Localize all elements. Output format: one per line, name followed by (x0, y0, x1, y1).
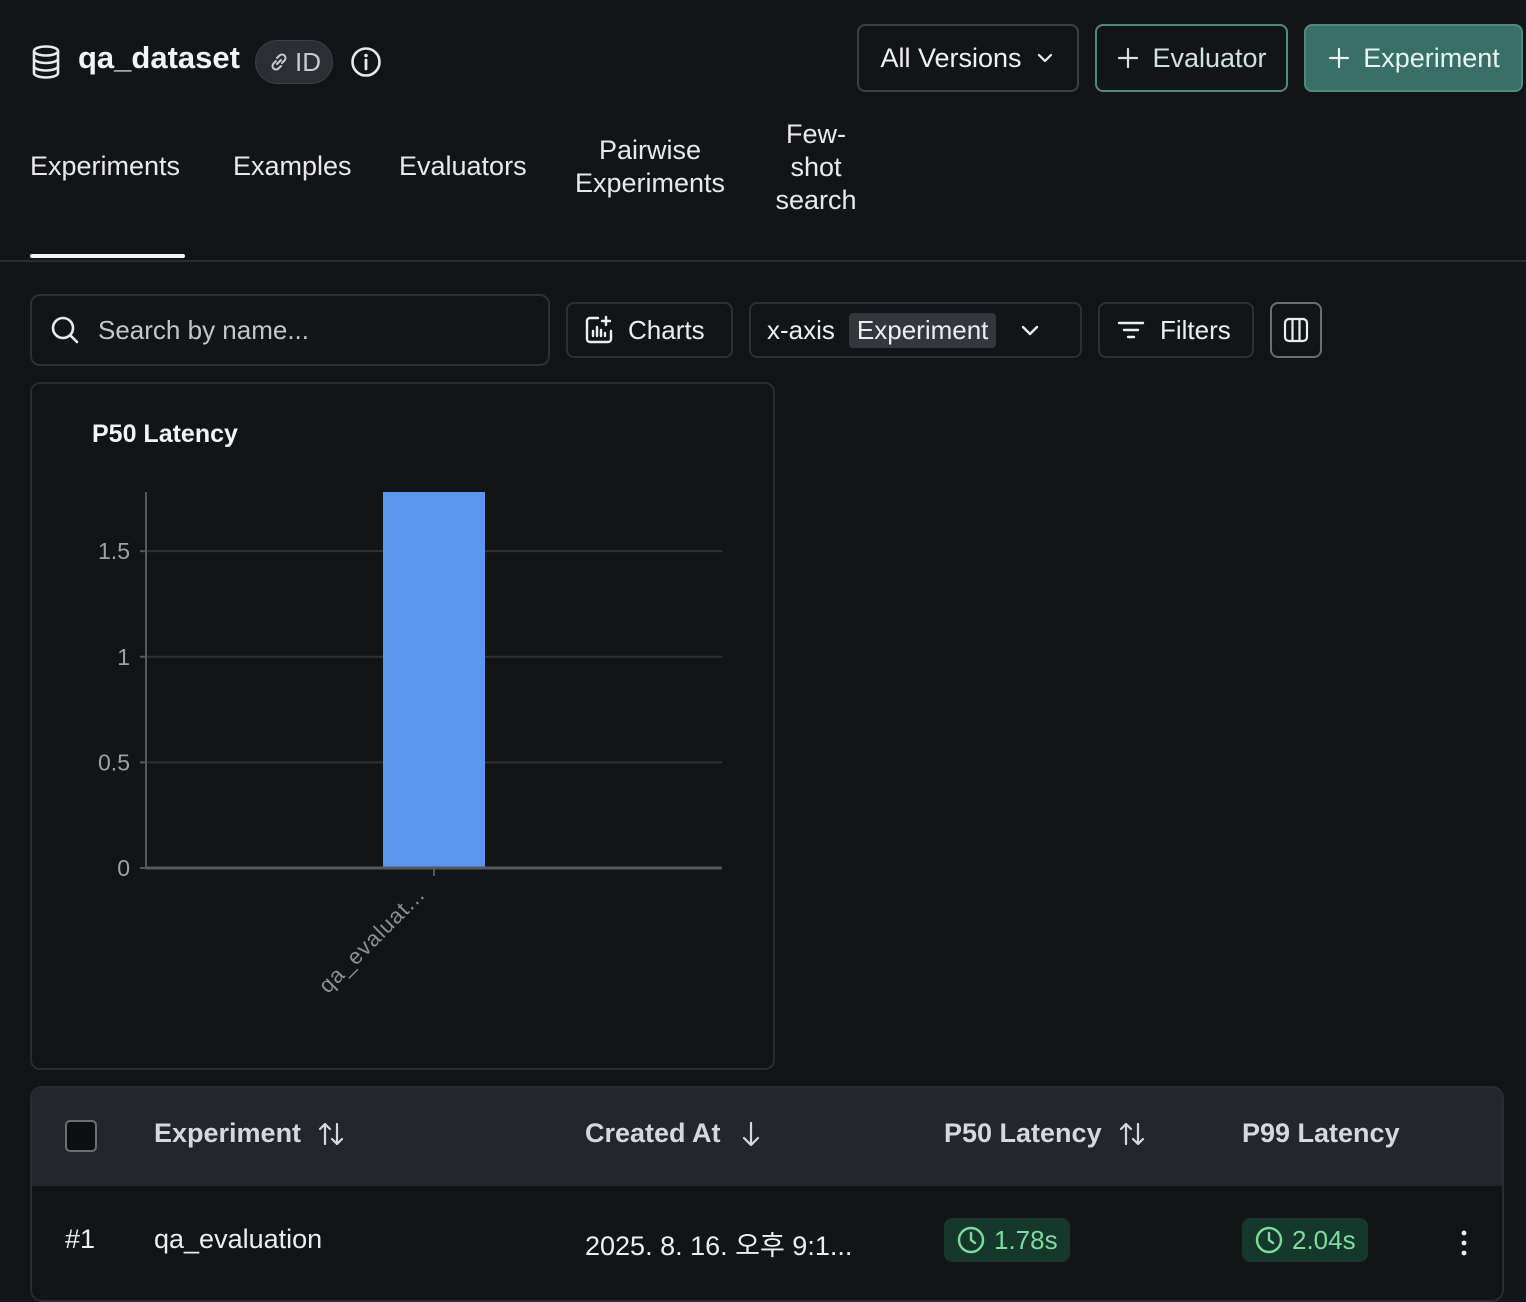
row-index: #1 (65, 1224, 96, 1254)
column-label: P50 Latency (944, 1118, 1102, 1148)
columns-icon (1283, 317, 1309, 343)
column-label: Experiment (154, 1118, 302, 1148)
info-icon[interactable] (350, 46, 382, 78)
created-at: 2025. 8. 16. 오후 9:1... (585, 1231, 853, 1261)
p50-latency-chart-card: P50 Latency 0 0.5 1 1.5 qa_evaluat... (30, 382, 775, 1070)
p50-latency-value: 1.78s (994, 1224, 1058, 1255)
chevron-down-icon (1037, 53, 1052, 63)
experiment-name[interactable]: qa_evaluation (154, 1224, 323, 1254)
filters-label: Filters (1160, 314, 1231, 345)
tab-experiments[interactable]: Experiments (30, 151, 181, 181)
y-tick-label: 0.5 (98, 749, 130, 775)
chart-icon (585, 315, 613, 344)
versions-label: All Versions (880, 42, 1022, 73)
add-experiment-button[interactable]: Experiment (1304, 24, 1523, 92)
arrow-down-icon[interactable] (737, 1120, 765, 1148)
tab-bar: Experiments Examples Evaluators Pairwise… (0, 110, 1526, 262)
tab-evaluators[interactable]: Evaluators (399, 151, 527, 181)
x-axis-label: x-axis (767, 314, 835, 345)
active-tab-indicator (30, 254, 185, 258)
experiments-table: Experiment Created At P50 Latency P99 La… (30, 1086, 1504, 1302)
search-icon (51, 316, 79, 344)
tab-pairwise-experiments[interactable]: Pairwise Experiments (574, 135, 726, 198)
chart-title: P50 Latency (92, 420, 238, 448)
clock-icon (957, 1226, 985, 1254)
dataset-title: qa_dataset (78, 40, 240, 75)
tab-examples[interactable]: Examples (233, 151, 352, 181)
column-header-experiment[interactable]: Experiment (154, 1118, 345, 1149)
table-header: Experiment Created At P50 Latency P99 La… (32, 1088, 1502, 1186)
versions-dropdown[interactable]: All Versions (857, 24, 1079, 92)
filters-button[interactable]: Filters (1098, 302, 1254, 358)
sort-icon[interactable] (1118, 1120, 1146, 1148)
more-options-icon[interactable] (1454, 1228, 1474, 1258)
search-box[interactable] (30, 294, 550, 366)
evaluator-label: Evaluator (1152, 42, 1267, 73)
sort-icon[interactable] (317, 1120, 345, 1148)
tab-few-shot-search[interactable]: Few-shot search (775, 119, 857, 215)
copy-id-button[interactable]: ID (255, 40, 333, 84)
experiment-label: Experiment (1363, 42, 1500, 73)
p50-latency-badge: 1.78s (944, 1218, 1070, 1262)
x-axis-value: Experiment (848, 312, 997, 348)
chevron-down-icon (1022, 325, 1039, 336)
column-label: P99 Latency (1242, 1118, 1400, 1148)
bar-chart: 0 0.5 1 1.5 qa_evaluat... (98, 492, 722, 998)
page-header: qa_dataset ID All Versions Evaluator Exp… (0, 0, 1526, 120)
database-icon (32, 45, 60, 79)
column-header-p99-latency[interactable]: P99 Latency (1242, 1118, 1400, 1149)
columns-button[interactable] (1270, 302, 1322, 358)
id-label: ID (295, 46, 321, 77)
clock-icon (1255, 1226, 1283, 1254)
x-axis-selector[interactable]: x-axis Experiment (749, 302, 1082, 358)
y-tick-label: 1 (117, 644, 130, 670)
x-tick-label: qa_evaluat... (314, 882, 430, 998)
select-all-checkbox[interactable] (65, 1120, 97, 1152)
table-row[interactable]: #1 qa_evaluation 2025. 8. 16. 오후 9:1... … (32, 1186, 1502, 1300)
search-input[interactable] (98, 314, 498, 346)
charts-toggle-button[interactable]: Charts (566, 302, 733, 358)
y-tick-label: 0 (117, 855, 130, 881)
plus-icon (1118, 47, 1139, 69)
bar (383, 492, 485, 868)
charts-label: Charts (628, 314, 705, 345)
link-icon (271, 53, 287, 71)
plus-icon (1329, 47, 1350, 69)
y-tick-label: 1.5 (98, 538, 130, 564)
filter-icon (1117, 321, 1145, 339)
p99-latency-value: 2.04s (1292, 1224, 1356, 1255)
column-label: Created At (585, 1118, 721, 1148)
column-header-created-at[interactable]: Created At (585, 1118, 765, 1149)
add-evaluator-button[interactable]: Evaluator (1095, 24, 1288, 92)
p99-latency-badge: 2.04s (1242, 1218, 1368, 1262)
column-header-p50-latency[interactable]: P50 Latency (944, 1118, 1146, 1149)
